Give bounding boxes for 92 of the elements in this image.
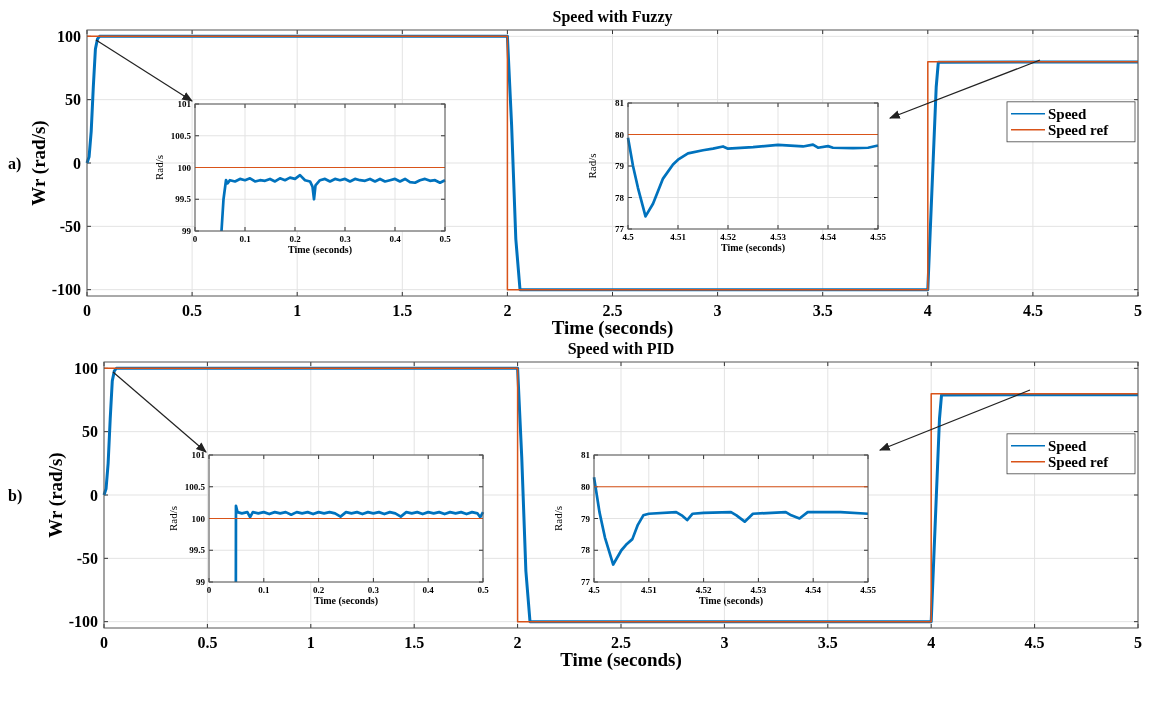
x-tick-label: 4.5 — [1022, 302, 1043, 319]
y-tick-label: 99.5 — [189, 545, 206, 556]
x-tick-label: 2.5 — [602, 302, 623, 319]
y-tick-label: 80 — [615, 129, 625, 140]
y-tick-label: -50 — [59, 217, 81, 235]
x-axis-title: Time (seconds) — [314, 595, 378, 607]
x-tick-label: 4.55 — [860, 585, 877, 595]
text: b) — [8, 487, 23, 505]
x-axis-title: Time (seconds) — [721, 242, 785, 254]
y-tick-label: 81 — [615, 98, 625, 109]
x-tick-label: 1.5 — [404, 634, 425, 651]
y-tick-label: 50 — [82, 423, 98, 441]
y-tick-label: 79 — [581, 513, 591, 524]
legend-label: Speed ref — [1048, 453, 1110, 470]
x-axis-title: Time (seconds) — [551, 317, 674, 339]
y-tick-label: 100 — [177, 162, 192, 173]
x-tick-label: 0.4 — [422, 585, 435, 595]
x-tick-label: 4.54 — [805, 585, 822, 595]
x-tick-label: 0.3 — [367, 585, 380, 595]
y-axis-title: Rad/s — [153, 154, 165, 181]
legend-label: Speed — [1048, 437, 1087, 454]
x-tick-label: 4.51 — [670, 232, 687, 242]
y-tick-label: -50 — [76, 549, 98, 567]
chart-title: Speed with Fuzzy — [552, 8, 673, 26]
y-axis-title: Rad/s — [586, 153, 598, 179]
y-axis-title: Wr (rad/s) — [45, 452, 67, 538]
x-tick-label: 1.5 — [392, 302, 413, 319]
legend-label: Speed — [1048, 105, 1087, 122]
x-tick-label: 0.5 — [439, 234, 452, 244]
x-axis-title: Time (seconds) — [699, 595, 763, 607]
y-tick-label: 99 — [196, 577, 206, 588]
y-tick-label: 0 — [90, 486, 98, 504]
x-tick-label: 1 — [306, 634, 315, 651]
chart-title: Speed with PID — [567, 340, 675, 358]
x-tick-label: 4.5 — [588, 585, 601, 595]
x-tick-label: 4 — [923, 302, 932, 319]
x-tick-label: 0.3 — [339, 234, 352, 244]
x-tick-label: 3.5 — [812, 302, 833, 319]
x-tick-label: 0.2 — [312, 585, 325, 595]
y-axis-title: Wr (rad/s) — [28, 120, 50, 206]
x-tick-label: 4 — [927, 634, 936, 651]
x-tick-label: 5 — [1134, 302, 1142, 319]
x-tick-label: 5 — [1134, 634, 1142, 651]
y-tick-label: 77 — [615, 224, 625, 235]
y-tick-label: 77 — [581, 577, 591, 588]
x-tick-label: 4.52 — [720, 232, 737, 242]
y-tick-label: 101 — [191, 450, 206, 461]
y-tick-label: 0 — [73, 154, 81, 172]
y-tick-label: 50 — [65, 91, 81, 109]
x-tick-label: 4.51 — [640, 585, 658, 595]
x-tick-label: 4.55 — [870, 232, 887, 242]
x-tick-label: 0.5 — [477, 585, 490, 595]
y-axis-title: Rad/s — [167, 505, 179, 532]
text: a) — [8, 155, 22, 173]
x-axis-title: Time (seconds) — [288, 244, 352, 256]
y-tick-label: 99 — [182, 226, 192, 237]
y-tick-label: 78 — [581, 545, 591, 556]
x-tick-label: 4.53 — [750, 585, 767, 595]
y-tick-label: 80 — [581, 481, 591, 492]
x-tick-label: 0.5 — [182, 302, 203, 319]
x-tick-label: 4.54 — [820, 232, 837, 242]
x-tick-label: 0.1 — [239, 234, 252, 244]
x-tick-label: 4.52 — [695, 585, 712, 595]
y-tick-label: 100 — [191, 513, 206, 524]
x-tick-label: 3 — [713, 302, 722, 319]
y-tick-label: 78 — [615, 192, 625, 203]
x-tick-label: 4.5 — [622, 232, 635, 242]
y-tick-label: 79 — [615, 161, 625, 172]
x-tick-label: 3 — [720, 634, 729, 651]
y-tick-label: 99.5 — [175, 194, 192, 205]
x-tick-label: 0.4 — [389, 234, 402, 244]
y-tick-label: 81 — [581, 450, 591, 461]
x-tick-label: 4.5 — [1024, 634, 1045, 651]
x-tick-label: 1 — [293, 302, 302, 319]
y-tick-label: 100 — [74, 359, 98, 377]
y-tick-label: 100.5 — [170, 130, 192, 141]
x-tick-label: 0.1 — [258, 585, 270, 595]
x-tick-label: 0.2 — [289, 234, 302, 244]
x-tick-label: 4.53 — [770, 232, 787, 242]
y-tick-label: 100 — [57, 27, 81, 45]
y-axis-title: Rad/s — [552, 505, 564, 532]
x-tick-label: 3.5 — [817, 634, 838, 651]
y-tick-label: -100 — [51, 281, 81, 299]
x-tick-label: 2 — [503, 302, 512, 319]
y-tick-label: -100 — [68, 613, 98, 631]
x-tick-label: 2 — [513, 634, 522, 651]
x-tick-label: 0.5 — [197, 634, 218, 651]
legend-label: Speed ref — [1048, 121, 1110, 138]
x-tick-label: 2.5 — [611, 634, 631, 651]
y-tick-label: 101 — [177, 99, 192, 110]
x-axis-title: Time (seconds) — [560, 649, 682, 671]
y-tick-label: 100.5 — [184, 481, 206, 492]
